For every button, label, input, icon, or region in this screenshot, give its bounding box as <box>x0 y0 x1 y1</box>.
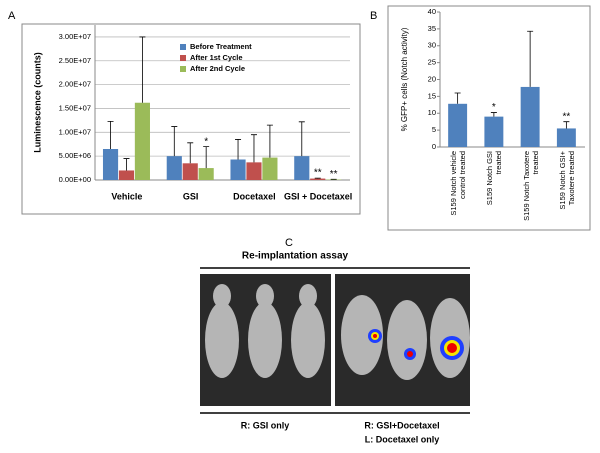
bar <box>182 163 198 180</box>
bar <box>520 86 540 147</box>
bar <box>262 157 278 180</box>
significance-label: * <box>204 136 208 147</box>
y-tick-label: 30 <box>428 41 436 50</box>
x-tick-label: S159 Notch Taxotere treated <box>521 151 540 221</box>
bar <box>118 170 135 180</box>
y-tick-label: 2.50E+07 <box>59 56 91 65</box>
panel-b-frame <box>387 5 591 231</box>
y-tick-label: 1.00E+07 <box>59 127 91 136</box>
bar <box>448 103 468 147</box>
y-tick-label: 2.00E+07 <box>59 80 91 89</box>
y-tick-label: 3.00E+07 <box>59 32 91 41</box>
x-tick-label: S159 Notch GSI+ Taxotere treated <box>557 151 576 210</box>
y-tick-label: 20 <box>428 74 436 83</box>
error-bar <box>490 112 497 117</box>
legend-swatch <box>180 44 186 50</box>
panel-a-frame <box>21 23 361 215</box>
x-tick-label: Vehicle <box>111 191 142 201</box>
legend-swatch <box>180 55 186 61</box>
y-tick-label: 0.00E+00 <box>59 175 91 184</box>
y-tick-label: 1.50E+07 <box>59 103 91 112</box>
significance-label: * <box>492 102 496 113</box>
error-bar <box>203 146 210 169</box>
legend-swatch <box>180 66 186 72</box>
y-tick-label: 5 <box>432 125 436 134</box>
x-tick-label: S159 Notch GSI treated <box>485 151 504 206</box>
y-tick-label: 0 <box>432 142 436 151</box>
panel-label: B <box>370 10 377 22</box>
error-bar <box>266 124 273 158</box>
error-bar <box>107 120 114 149</box>
bar <box>198 168 214 180</box>
bar <box>246 162 262 180</box>
y-axis-label: Luminescence (counts) <box>32 52 42 153</box>
bar <box>310 178 326 180</box>
caption: R: GSI+Docetaxel <box>364 420 439 430</box>
error-bar <box>171 126 178 157</box>
significance-label: ** <box>562 111 570 122</box>
bar <box>102 149 119 180</box>
error-bar <box>298 121 305 157</box>
error-bar <box>454 92 461 104</box>
mice <box>205 284 470 380</box>
error-bar <box>123 158 130 171</box>
assay-title: Re-implantation assay <box>242 251 349 262</box>
legend-label: Before Treatment <box>190 42 252 51</box>
y-tick-label: 35 <box>428 24 436 33</box>
legend-label: After 1st Cycle <box>190 53 243 62</box>
panel-label: A <box>8 10 16 22</box>
bar <box>134 102 150 180</box>
legend-label: After 2nd Cycle <box>190 64 245 73</box>
bar <box>556 128 576 147</box>
panel-label: C <box>285 237 293 249</box>
error-bar <box>527 30 534 87</box>
error-bar <box>139 36 146 103</box>
x-tick-label: GSI <box>183 191 199 201</box>
error-bar <box>563 121 570 129</box>
bioluminescence-spots <box>368 329 464 360</box>
x-tick-label: GSI + Docetaxel <box>284 191 352 201</box>
error-bar <box>235 139 242 160</box>
y-tick-label: 10 <box>428 108 436 117</box>
significance-label: ** <box>330 169 338 180</box>
bar <box>484 116 504 147</box>
caption: L: Docetaxel only <box>365 434 440 444</box>
x-tick-label: Docetaxel <box>233 191 276 201</box>
error-bar <box>250 134 257 163</box>
bar <box>166 156 182 180</box>
caption: R: GSI only <box>241 420 290 430</box>
significance-label: ** <box>314 168 322 179</box>
bar <box>294 156 310 180</box>
y-tick-label: 5.00E+06 <box>59 151 91 160</box>
y-axis-label: % GFP+ cells (Notch activity) <box>400 27 409 131</box>
x-tick-label: S159 Notch vehicle control treated <box>449 151 468 216</box>
y-tick-label: 15 <box>428 91 436 100</box>
bar <box>230 159 246 180</box>
y-tick-label: 25 <box>428 58 436 67</box>
y-tick-label: 40 <box>428 7 436 16</box>
error-bar <box>187 142 194 164</box>
